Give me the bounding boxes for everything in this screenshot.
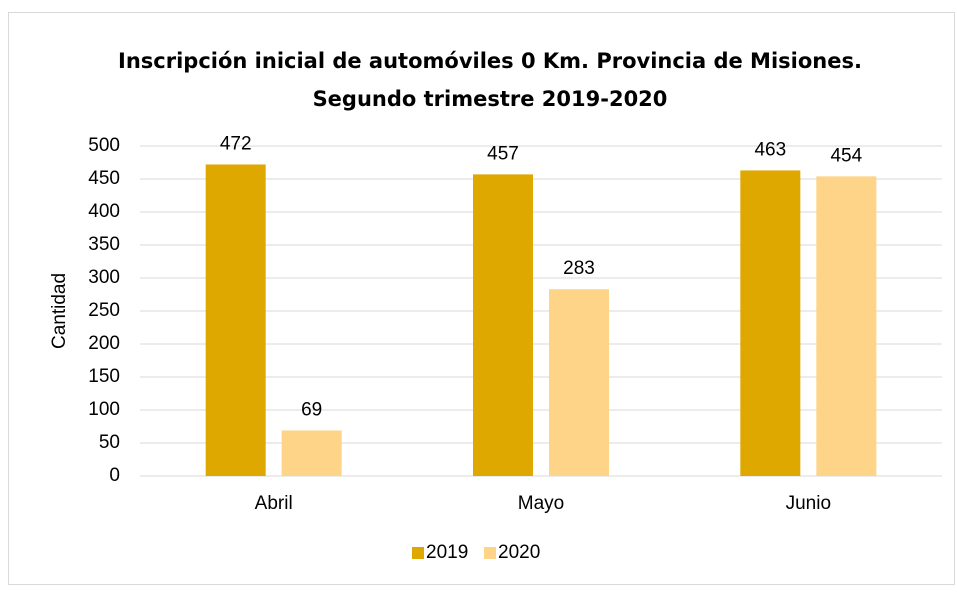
- data-label: 472: [220, 133, 252, 154]
- legend-swatch: [412, 547, 424, 559]
- x-tick-label: Abril: [255, 493, 293, 514]
- y-tick-label: 50: [99, 432, 120, 453]
- y-tick-label: 200: [88, 333, 120, 354]
- y-axis-label: Cantidad: [49, 273, 70, 349]
- y-tick-label: 450: [88, 168, 120, 189]
- bar: [740, 170, 801, 477]
- data-label: 457: [487, 143, 519, 164]
- bar: [205, 164, 266, 477]
- y-tick-label: 350: [88, 234, 120, 255]
- y-tick-label: 0: [109, 465, 120, 486]
- y-tick-label: 250: [88, 300, 120, 321]
- data-label: 454: [830, 145, 862, 166]
- y-tick-label: 400: [88, 201, 120, 222]
- y-tick-label: 500: [88, 135, 120, 156]
- y-tick-label: 150: [88, 366, 120, 387]
- bar: [473, 174, 533, 476]
- data-label: 283: [563, 258, 595, 279]
- legend-label: 2020: [498, 542, 540, 563]
- chart-title: Inscripción inicial de automóviles 0 Km.…: [118, 49, 862, 73]
- bar: [281, 430, 342, 476]
- y-tick-label: 100: [88, 399, 120, 420]
- bar: [816, 176, 877, 477]
- legend-swatch: [484, 547, 496, 559]
- data-label: 463: [754, 139, 786, 160]
- chart-title: Segundo trimestre 2019-2020: [313, 87, 668, 111]
- data-label: 69: [301, 399, 322, 420]
- legend-label: 2019: [426, 542, 468, 563]
- x-tick-label: Mayo: [518, 493, 564, 514]
- bar: [549, 289, 609, 476]
- x-tick-label: Junio: [786, 493, 831, 514]
- y-tick-label: 300: [88, 267, 120, 288]
